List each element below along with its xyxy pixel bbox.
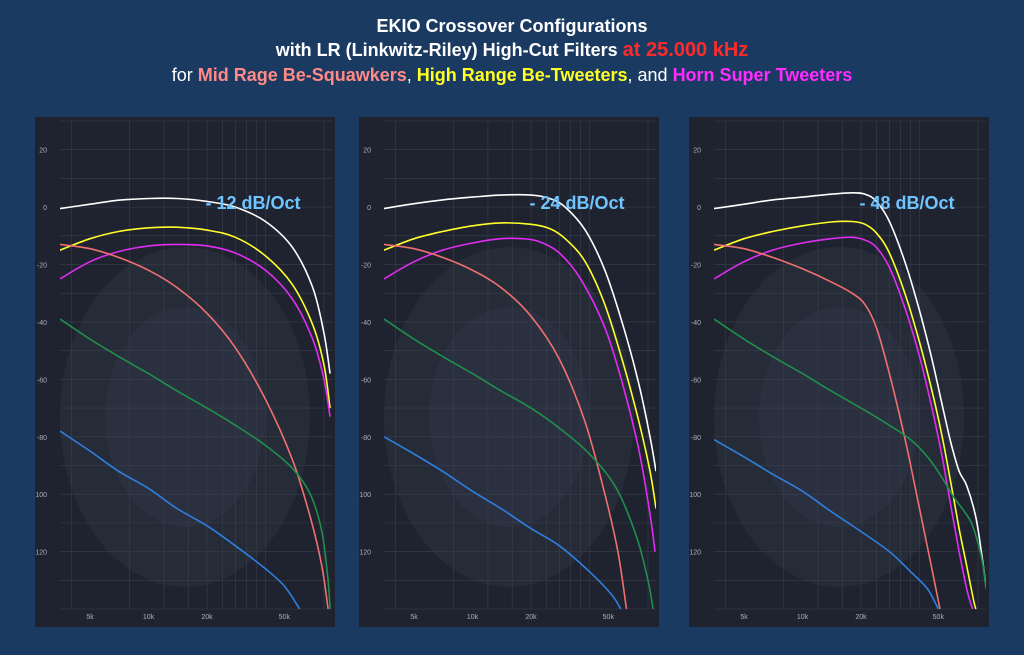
y-tick-label: -40 [361, 320, 371, 327]
y-tick-label: -80 [691, 435, 701, 442]
y-tick-label: 0 [697, 205, 701, 212]
legend-horn: Horn Super Tweeters [672, 65, 853, 85]
legend-high-range: High Range Be-Tweeters [416, 65, 628, 85]
slope-label: - 48 dB/Oct [859, 193, 954, 213]
y-tick-label: -100 [689, 492, 701, 499]
series-line-salmon [60, 243, 329, 609]
series-line-magenta [714, 236, 974, 609]
chart-panel-12db: 20 0 -20 -40 -60 -80 -100 -120 5k 10k 20k 50k - 12 d… [35, 117, 335, 627]
y-tick-label: -60 [37, 377, 47, 384]
chart-48db: 20 0 -20 -40 -60 -80 -100 -120 5k 10k 20k 50k - 48 d… [689, 117, 989, 627]
x-tick-label: 10k [797, 614, 809, 621]
chart-panel-24db: 20 0 -20 -40 -60 -80 -100 -120 5k 10k 20k 50k - 24 d… [359, 117, 659, 627]
watermark-core [105, 307, 265, 527]
y-tick-label: -100 [359, 492, 371, 499]
series-line-green [60, 318, 331, 609]
x-tick-label: 10k [143, 614, 155, 621]
y-tick-label: -80 [37, 435, 47, 442]
y-tick-label: 0 [43, 205, 47, 212]
y-tick-label: -20 [691, 263, 701, 270]
title-for: for [171, 65, 198, 85]
y-tick-label: -20 [37, 263, 47, 270]
title-separator: , [406, 65, 417, 85]
y-tick-label: 20 [39, 148, 47, 155]
series-line-green [384, 318, 654, 609]
chart-panel-48db: 20 0 -20 -40 -60 -80 -100 -120 5k 10k 20k 50k - 48 d… [689, 117, 989, 627]
y-tick-label: -120 [689, 550, 701, 557]
x-tick-label: 50k [933, 614, 945, 621]
slope-label: - 12 dB/Oct [205, 193, 300, 213]
series-line-blue [714, 438, 940, 609]
legend-mid-range: Mid Rage Be-Squawkers [197, 65, 407, 85]
x-tick-label: 50k [279, 614, 291, 621]
y-tick-label: -60 [691, 377, 701, 384]
chart-12db: 20 0 -20 -40 -60 -80 -100 -120 5k 10k 20k 50k - 12 d… [35, 117, 335, 627]
title-line-2: with LR (Linkwitz-Riley) High-Cut Filter… [0, 38, 1024, 62]
x-tick-label: 5k [410, 614, 418, 621]
x-tick-label: 20k [201, 614, 213, 621]
watermark-core [759, 307, 919, 527]
y-tick-label: -80 [361, 435, 371, 442]
series-line-blue [60, 430, 301, 609]
y-tick-label: -120 [359, 550, 371, 557]
series-line-white [60, 197, 331, 374]
y-tick-label: 0 [367, 205, 371, 212]
y-tick-label: -60 [361, 377, 371, 384]
x-tick-label: 50k [603, 614, 615, 621]
series-line-magenta [384, 237, 656, 552]
series-line-salmon [714, 243, 941, 609]
y-tick-label: -120 [35, 550, 47, 557]
x-tick-label: 5k [740, 614, 748, 621]
title-line-1: EKIO Crossover Configurations [376, 16, 648, 36]
x-tick-label: 10k [467, 614, 479, 621]
y-tick-label: -40 [691, 320, 701, 327]
series-line-yellow [714, 220, 977, 609]
y-tick-label: -40 [37, 320, 47, 327]
title-and: , and [627, 65, 673, 85]
series-line-yellow [384, 222, 656, 509]
y-tick-label: -100 [35, 492, 47, 499]
series-line-green [714, 318, 986, 590]
series-group [384, 193, 656, 609]
series-group [60, 197, 331, 609]
series-line-white [714, 191, 986, 587]
watermark-core [429, 307, 589, 527]
chart-24db: 20 0 -20 -40 -60 -80 -100 -120 5k 10k 20k 50k - 24 d… [359, 117, 659, 627]
x-tick-label: 20k [855, 614, 867, 621]
series-line-blue [384, 436, 622, 609]
title-line-2-prefix: with LR (Linkwitz-Riley) High-Cut Filter… [275, 40, 623, 60]
slope-label: - 24 dB/Oct [529, 193, 624, 213]
y-tick-label: -20 [361, 263, 371, 270]
header: EKIO Crossover Configurations with LR (L… [0, 14, 1024, 88]
title-cutoff-frequency: at 25.000 kHz [622, 39, 749, 61]
y-tick-label: 20 [693, 148, 701, 155]
x-tick-label: 20k [525, 614, 537, 621]
series-line-salmon [384, 243, 628, 609]
series-line-magenta [60, 243, 331, 417]
series-group [714, 191, 986, 609]
y-tick-label: 20 [363, 148, 371, 155]
series-line-yellow [60, 226, 331, 409]
x-tick-label: 5k [86, 614, 94, 621]
series-line-white [384, 193, 656, 472]
title-line-3: for Mid Rage Be-Squawkers, High Range Be… [0, 62, 1024, 88]
